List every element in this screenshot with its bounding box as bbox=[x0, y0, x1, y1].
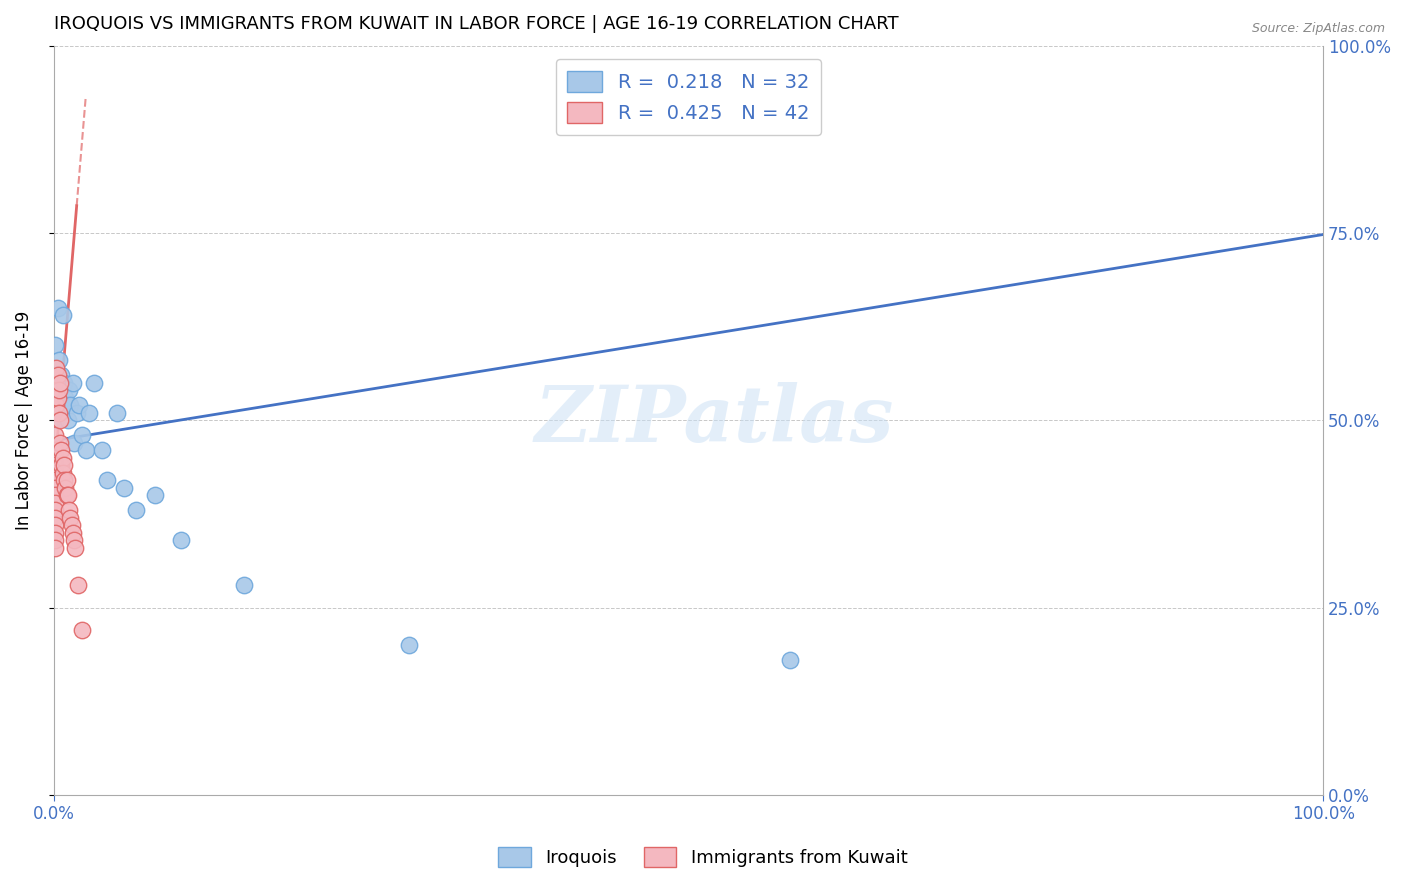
Point bbox=[49, 376, 72, 390]
Point bbox=[55, 473, 77, 487]
Point bbox=[44, 496, 66, 510]
Point bbox=[46, 301, 69, 315]
Point bbox=[63, 435, 86, 450]
Point bbox=[44, 510, 66, 524]
Point bbox=[125, 503, 148, 517]
Point bbox=[66, 406, 89, 420]
Point bbox=[56, 413, 79, 427]
Point bbox=[66, 578, 89, 592]
Point bbox=[62, 376, 84, 390]
Point bbox=[51, 458, 73, 473]
Point bbox=[145, 488, 167, 502]
Point bbox=[44, 368, 66, 383]
Point bbox=[59, 510, 82, 524]
Point bbox=[63, 533, 86, 548]
Point bbox=[48, 353, 70, 368]
Point bbox=[91, 443, 114, 458]
Point bbox=[44, 443, 66, 458]
Point bbox=[45, 398, 67, 412]
Point bbox=[46, 368, 69, 383]
Point bbox=[53, 376, 76, 390]
Point bbox=[45, 360, 67, 375]
Point bbox=[83, 376, 105, 390]
Point bbox=[51, 368, 73, 383]
Point bbox=[52, 466, 75, 480]
Point bbox=[45, 413, 67, 427]
Point bbox=[779, 653, 801, 667]
Point bbox=[48, 384, 70, 398]
Point bbox=[44, 541, 66, 555]
Point bbox=[44, 473, 66, 487]
Text: IROQUOIS VS IMMIGRANTS FROM KUWAIT IN LABOR FORCE | AGE 16-19 CORRELATION CHART: IROQUOIS VS IMMIGRANTS FROM KUWAIT IN LA… bbox=[53, 15, 898, 33]
Text: Source: ZipAtlas.com: Source: ZipAtlas.com bbox=[1251, 22, 1385, 36]
Legend: R =  0.218   N = 32, R =  0.425   N = 42: R = 0.218 N = 32, R = 0.425 N = 42 bbox=[555, 59, 821, 135]
Point bbox=[44, 503, 66, 517]
Point bbox=[44, 525, 66, 540]
Point bbox=[233, 578, 256, 592]
Point bbox=[79, 406, 101, 420]
Point bbox=[49, 413, 72, 427]
Point bbox=[46, 391, 69, 405]
Point bbox=[44, 481, 66, 495]
Point bbox=[44, 458, 66, 473]
Point bbox=[58, 503, 80, 517]
Point bbox=[70, 623, 93, 637]
Point bbox=[62, 525, 84, 540]
Point bbox=[105, 406, 128, 420]
Point bbox=[52, 450, 75, 465]
Point bbox=[112, 481, 135, 495]
Point bbox=[59, 398, 82, 412]
Point bbox=[53, 391, 76, 405]
Point bbox=[52, 309, 75, 323]
Point bbox=[75, 443, 97, 458]
Text: ZIPatlas: ZIPatlas bbox=[534, 382, 894, 458]
Point bbox=[44, 533, 66, 548]
Point bbox=[170, 533, 193, 548]
Point bbox=[49, 435, 72, 450]
Point bbox=[67, 398, 90, 412]
Point bbox=[70, 428, 93, 442]
Point bbox=[49, 376, 72, 390]
Point bbox=[51, 443, 73, 458]
Point bbox=[48, 406, 70, 420]
Point bbox=[53, 458, 76, 473]
Point bbox=[44, 450, 66, 465]
Point bbox=[55, 398, 77, 412]
Point bbox=[53, 473, 76, 487]
Point bbox=[44, 428, 66, 442]
Point bbox=[56, 488, 79, 502]
Point bbox=[53, 481, 76, 495]
Point bbox=[398, 638, 420, 652]
Point bbox=[60, 518, 83, 533]
Point bbox=[96, 473, 118, 487]
Y-axis label: In Labor Force | Age 16-19: In Labor Force | Age 16-19 bbox=[15, 310, 32, 530]
Point bbox=[44, 466, 66, 480]
Point bbox=[55, 488, 77, 502]
Point bbox=[44, 338, 66, 352]
Point bbox=[44, 518, 66, 533]
Point bbox=[58, 384, 80, 398]
Legend: Iroquois, Immigrants from Kuwait: Iroquois, Immigrants from Kuwait bbox=[491, 839, 915, 874]
Point bbox=[44, 488, 66, 502]
Point bbox=[65, 541, 87, 555]
